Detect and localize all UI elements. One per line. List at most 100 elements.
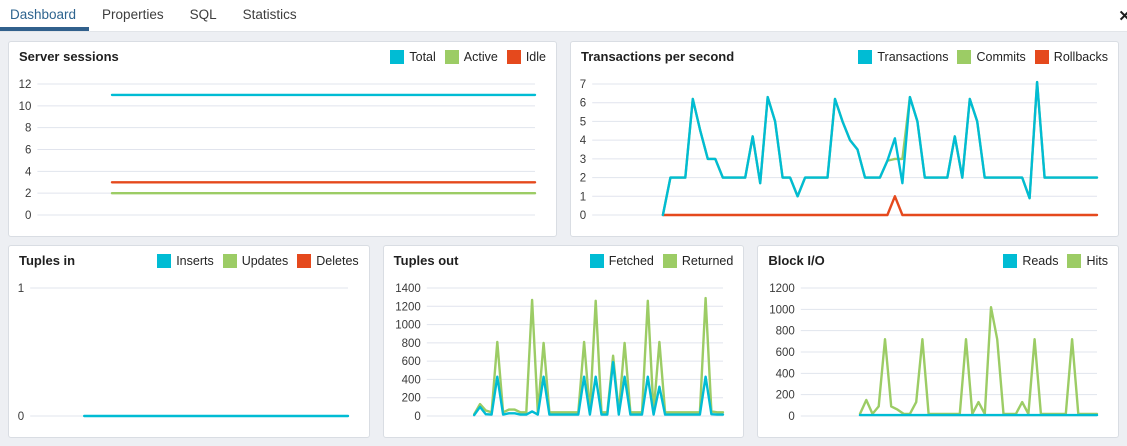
tab-statistics[interactable]: Statistics [242, 7, 297, 22]
chart-legend: Fetched Returned [589, 253, 734, 268]
panel-title: Server sessions [19, 49, 119, 64]
panel-header: Block I/O Reads Hits [758, 246, 1118, 270]
panel-server-sessions: Server sessions Total Active Idle 12 10 8 6 4 2… [8, 41, 557, 237]
svg-text:0: 0 [25, 210, 31, 222]
svg-text:1: 1 [18, 283, 24, 295]
svg-text:600: 600 [776, 347, 795, 359]
legend-swatch [858, 49, 873, 64]
svg-text:1000: 1000 [395, 320, 421, 332]
panel-header: Transactions per second Transactions Comm… [571, 42, 1118, 66]
svg-text:1200: 1200 [395, 301, 421, 313]
panel-header: Server sessions Total Active Idle [9, 42, 556, 66]
chart-legend: Reads Hits [1003, 253, 1108, 268]
legend-swatch [957, 49, 972, 64]
tuples-out-chart: 1400 1200 1000 800 600 400 200 0 [386, 275, 739, 432]
legend-item: Hits [1067, 253, 1108, 268]
svg-text:1: 1 [580, 191, 586, 203]
legend-swatch [589, 253, 604, 268]
svg-text:6: 6 [580, 98, 586, 110]
transactions-chart: 7 6 5 4 3 2 1 0 [573, 71, 1113, 231]
svg-text:12: 12 [19, 79, 32, 91]
svg-text:0: 0 [789, 411, 795, 423]
panel-title: Tuples out [393, 253, 459, 268]
legend-label: Inserts [176, 253, 214, 268]
chart-legend: Inserts Updates Deletes [157, 253, 359, 268]
legend-swatch [390, 49, 405, 64]
legend-item: Inserts [157, 253, 214, 268]
legend-swatch [1003, 253, 1018, 268]
svg-text:5: 5 [580, 116, 586, 128]
legend-item: Returned [662, 253, 734, 268]
svg-text:4: 4 [25, 166, 32, 178]
legend-label: Reads [1022, 253, 1059, 268]
legend-label: Total [409, 49, 436, 64]
tab-sql[interactable]: SQL [189, 7, 217, 22]
legend-swatch [1067, 253, 1082, 268]
legend-label: Deletes [316, 253, 359, 268]
svg-text:800: 800 [401, 338, 420, 350]
svg-text:400: 400 [401, 374, 420, 386]
dashboard-content: Server sessions Total Active Idle 12 10 8 6 4 2… [0, 32, 1127, 446]
legend-label: Commits [976, 49, 1026, 64]
legend-swatch [297, 253, 312, 268]
legend-item: Transactions [858, 49, 949, 64]
close-icon[interactable]: ✕ [1116, 7, 1127, 25]
legend-swatch [444, 49, 459, 64]
legend-swatch [662, 253, 677, 268]
panel-tuples-out: Tuples out Fetched Returned 1400 1200 1000 8… [382, 245, 745, 438]
svg-text:0: 0 [580, 210, 586, 222]
svg-text:7: 7 [580, 79, 586, 91]
panel-transactions-per-second: Transactions per second Transactions Comm… [569, 41, 1119, 237]
legend-label: Returned [681, 253, 734, 268]
legend-swatch [157, 253, 172, 268]
legend-label: Hits [1086, 253, 1108, 268]
svg-text:1400: 1400 [395, 283, 421, 295]
legend-label: Rollbacks [1053, 49, 1108, 64]
legend-swatch [222, 253, 237, 268]
svg-text:1000: 1000 [770, 304, 796, 316]
svg-text:2: 2 [580, 173, 586, 185]
panel-header: Tuples in Inserts Updates Deletes [9, 246, 369, 270]
legend-item: Fetched [589, 253, 654, 268]
svg-text:8: 8 [25, 123, 31, 135]
legend-item: Deletes [297, 253, 359, 268]
block-io-chart: 1200 1000 800 600 400 200 0 [760, 275, 1113, 432]
legend-label: Updates [241, 253, 289, 268]
svg-text:0: 0 [414, 411, 420, 423]
svg-text:4: 4 [580, 135, 587, 147]
chart-legend: Transactions Commits Rollbacks [858, 49, 1108, 64]
svg-text:1200: 1200 [770, 283, 796, 295]
server-sessions-chart: 12 10 8 6 4 2 0 [11, 71, 551, 231]
legend-swatch [1034, 49, 1049, 64]
panel-title: Transactions per second [580, 49, 735, 64]
legend-swatch [506, 49, 521, 64]
svg-text:400: 400 [776, 368, 795, 380]
tab-bar: Dashboard Properties SQL Statistics ✕ [0, 0, 1127, 32]
chart-legend: Total Active Idle [390, 49, 546, 64]
legend-item: Commits [957, 49, 1026, 64]
panel-block-io: Block I/O Reads Hits 1200 1000 800 600 400 200… [757, 245, 1119, 438]
tab-properties[interactable]: Properties [102, 7, 164, 22]
legend-item: Active [444, 49, 498, 64]
legend-item: Updates [222, 253, 289, 268]
legend-item: Idle [506, 49, 546, 64]
svg-text:0: 0 [18, 411, 24, 423]
legend-label: Fetched [608, 253, 654, 268]
panel-title: Block I/O [768, 253, 825, 268]
svg-text:6: 6 [25, 145, 31, 157]
svg-text:200: 200 [401, 393, 420, 405]
panel-title: Tuples in [19, 253, 76, 268]
svg-text:800: 800 [776, 326, 795, 338]
legend-label: Active [463, 49, 498, 64]
svg-text:2: 2 [25, 188, 31, 200]
legend-item: Reads [1003, 253, 1059, 268]
svg-text:10: 10 [19, 101, 32, 113]
legend-label: Idle [525, 49, 546, 64]
svg-text:600: 600 [401, 356, 420, 368]
legend-label: Transactions [877, 49, 949, 64]
panel-header: Tuples out Fetched Returned [384, 246, 744, 270]
svg-text:3: 3 [580, 154, 586, 166]
tab-dashboard[interactable]: Dashboard [0, 0, 89, 31]
